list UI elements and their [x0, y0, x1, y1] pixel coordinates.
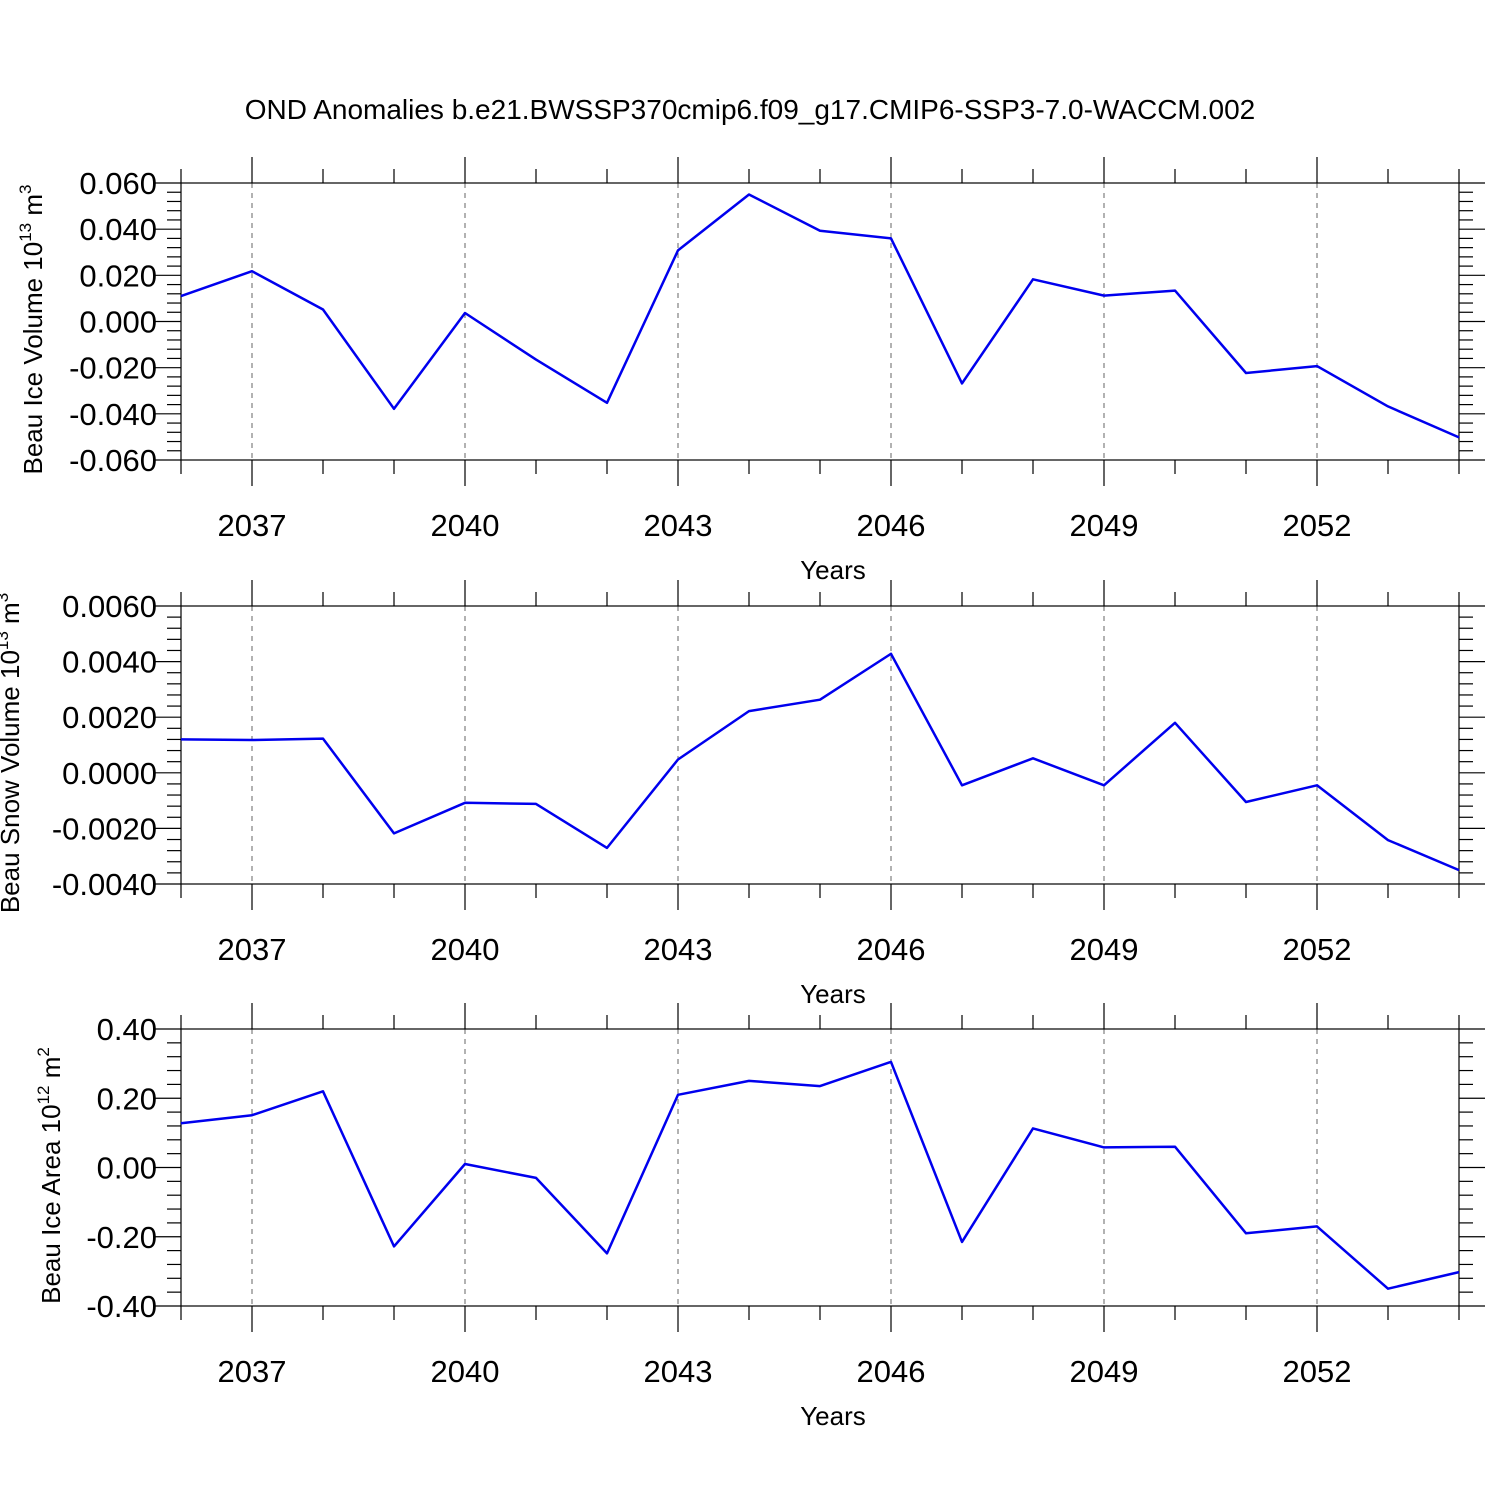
y-tick-label: 0.0040 [62, 645, 157, 680]
series-line [180, 193, 1460, 439]
series-line [180, 652, 1460, 872]
panel-3: 0.40 0.20 0.00 -0.20 -0.40 2037 2040 2043 2046 20… [34, 1003, 1485, 1431]
y-tick-label: 0.000 [79, 305, 157, 340]
x-tick-label: 2037 [218, 508, 287, 543]
y-tick-label: -0.040 [69, 397, 157, 432]
y-tick-label: -0.0040 [52, 867, 157, 902]
y-tick-label: -0.020 [69, 351, 157, 386]
y-tick-label: 0.0000 [62, 756, 157, 791]
x-tick-label: 2037 [218, 932, 287, 967]
chart-panels: 0.060 0.040 0.020 0.000 -0.020 -0.040 -0.060 20… [0, 157, 1485, 1431]
y-tick-label: -0.40 [86, 1289, 157, 1324]
x-axis-label: Years [800, 1401, 866, 1431]
x-tick-label: 2052 [1283, 932, 1352, 967]
y-tick-label: 0.040 [79, 212, 157, 247]
series-line [180, 1060, 1460, 1290]
y-axis-label: Beau Ice Area 1012 m2 [34, 1047, 66, 1304]
y-tick-label: 0.0060 [62, 589, 157, 624]
y-axis-label: Beau Snow Volume 1013 m3 [0, 593, 25, 913]
y-tick-label: 0.20 [97, 1081, 157, 1116]
y-tick-label: 0.0020 [62, 700, 157, 735]
x-tick-label: 2049 [1070, 508, 1139, 543]
panel-1: 0.060 0.040 0.020 0.000 -0.020 -0.040 -0.060 20… [16, 157, 1485, 585]
y-tick-label: 0.020 [79, 258, 157, 293]
x-tick-label: 2052 [1283, 508, 1352, 543]
x-tick-label: 2043 [644, 508, 713, 543]
x-axis-label: Years [800, 979, 866, 1009]
x-tick-label: 2040 [431, 1354, 500, 1389]
x-tick-label: 2049 [1070, 1354, 1139, 1389]
plot-frame [180, 182, 1460, 461]
x-tick-label: 2046 [857, 508, 926, 543]
x-tick-label: 2043 [644, 932, 713, 967]
x-tick-label: 2037 [218, 1354, 287, 1389]
y-tick-label: -0.060 [69, 443, 157, 478]
y-tick-label: 0.060 [79, 166, 157, 201]
chart-title: OND Anomalies b.e21.BWSSP370cmip6.f09_g1… [245, 94, 1256, 125]
panel-2: 0.0060 0.0040 0.0020 0.0000 -0.0020 -0.0040 20… [0, 580, 1485, 1009]
x-tick-label: 2043 [644, 1354, 713, 1389]
x-tick-label: 2049 [1070, 932, 1139, 967]
y-tick-label: -0.0020 [52, 811, 157, 846]
x-tick-label: 2046 [857, 932, 926, 967]
plot-frame [180, 605, 1460, 885]
x-tick-label: 2052 [1283, 1354, 1352, 1389]
y-tick-label: 0.00 [97, 1151, 157, 1186]
x-tick-label: 2040 [431, 508, 500, 543]
x-tick-label: 2040 [431, 932, 500, 967]
y-tick-label: 0.40 [97, 1012, 157, 1047]
x-axis-label: Years [800, 555, 866, 585]
plot-frame [180, 1028, 1460, 1307]
y-tick-label: -0.20 [86, 1220, 157, 1255]
y-axis-label: Beau Ice Volume 1013 m3 [16, 185, 48, 475]
x-tick-label: 2046 [857, 1354, 926, 1389]
